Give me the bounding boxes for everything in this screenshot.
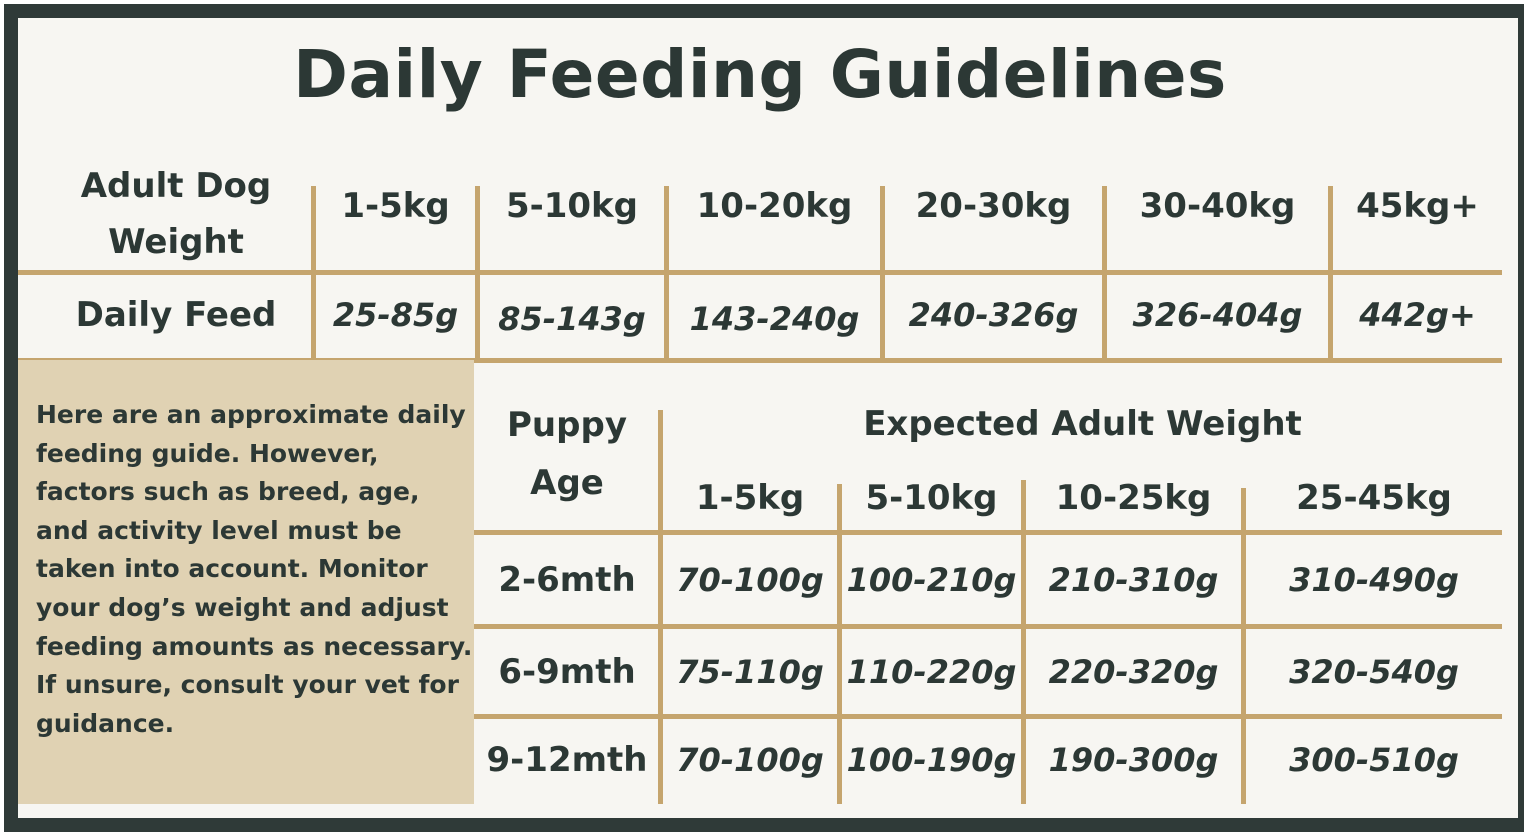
- divider: [658, 410, 663, 804]
- puppy-weight-col: 10-25kg: [1055, 478, 1212, 518]
- puppy-feed-value: 100-210g: [846, 561, 1017, 599]
- puppy-weight-col: 5-10kg: [865, 478, 998, 518]
- adult-weight-label: Adult Dog Weight: [80, 166, 272, 262]
- puppy-feed-value: 310-490g: [1289, 561, 1459, 599]
- page-title: Daily Feeding Guidelines: [293, 36, 1227, 113]
- puppy-feed-value: 75-110g: [676, 653, 824, 691]
- puppy-feed-value: 100-190g: [846, 741, 1017, 779]
- puppy-feed-value: 210-310g: [1048, 561, 1219, 599]
- adult-feed-value: 143-240g: [689, 300, 860, 338]
- puppy-feed-value: 70-100g: [676, 741, 824, 779]
- adult-feed-value: 25-85g: [332, 296, 459, 334]
- adult-feed-value: 240-326g: [908, 296, 1079, 334]
- puppy-feed-value: 220-320g: [1048, 653, 1219, 691]
- daily-feed-label: Daily Feed: [75, 295, 277, 335]
- note-panel: [18, 360, 474, 804]
- puppy-weight-col: 25-45kg: [1296, 478, 1452, 518]
- puppy-weight-col: 1-5kg: [695, 478, 805, 518]
- puppy-feed-value: 320-540g: [1289, 653, 1459, 691]
- divider: [18, 358, 1502, 363]
- divider: [1241, 488, 1246, 804]
- puppy-feed-value: 110-220g: [846, 653, 1017, 691]
- divider: [1021, 480, 1026, 804]
- adult-weight-col: 10-20kg: [696, 186, 853, 226]
- puppy-age-row: 9-12mth: [486, 740, 648, 780]
- divider: [474, 624, 1502, 629]
- adult-weight-col: 20-30kg: [915, 186, 1072, 226]
- adult-weight-col: 30-40kg: [1139, 186, 1296, 226]
- feeding-note: Here are an approximate daily feeding gu…: [36, 400, 473, 738]
- feeding-guide-card: Daily Feeding Guidelines Adult Dog Weigh…: [4, 4, 1524, 832]
- puppy-feed-value: 190-300g: [1048, 741, 1219, 779]
- divider: [18, 270, 1502, 275]
- adult-feed-value: 442g+: [1359, 296, 1476, 334]
- puppy-feed-value: 70-100g: [676, 561, 824, 599]
- divider: [474, 530, 1502, 535]
- adult-feed-value: 85-143g: [498, 300, 646, 338]
- puppy-feed-value: 300-510g: [1289, 741, 1459, 779]
- puppy-age-row: 2-6mth: [498, 560, 636, 600]
- puppy-age-label: Puppy Age: [507, 405, 627, 503]
- adult-weight-col: 1-5kg: [341, 186, 450, 226]
- expected-weight-label: Expected Adult Weight: [863, 404, 1302, 444]
- adult-weight-col: 45kg+: [1356, 186, 1479, 226]
- divider: [474, 714, 1502, 719]
- puppy-age-row: 6-9mth: [498, 652, 636, 692]
- adult-weight-col: 5-10kg: [505, 186, 639, 226]
- adult-feed-value: 326-404g: [1132, 296, 1303, 334]
- divider: [837, 484, 842, 804]
